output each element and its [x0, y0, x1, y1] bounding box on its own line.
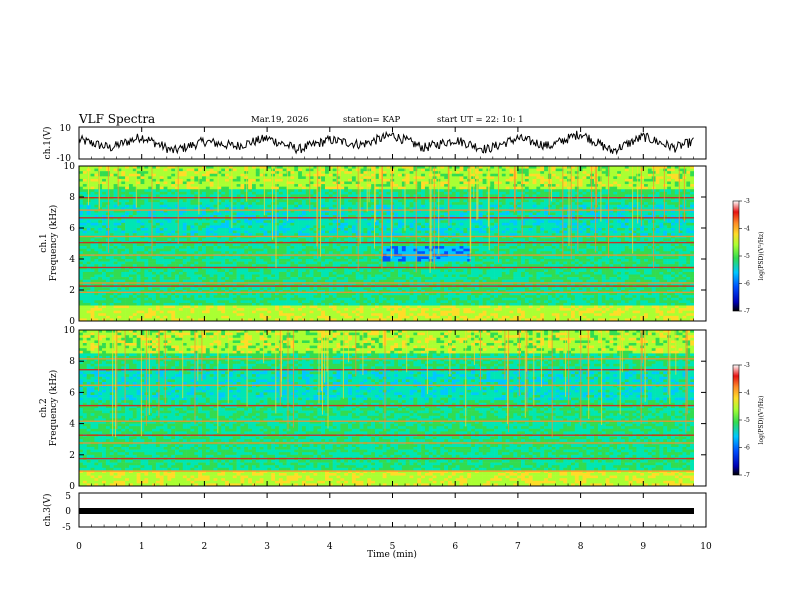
colorbar-tick-label: -6: [744, 281, 750, 288]
frequency-tick-label: 0: [69, 482, 75, 492]
x-tick-label: 10: [700, 542, 712, 552]
x-tick-label: 3: [264, 542, 270, 552]
x-tick-label: 7: [515, 542, 521, 552]
colorbar-tick-label: -4: [744, 390, 750, 397]
colorbar-1-label: log(PSD)(V²/Hz): [758, 232, 765, 281]
ch3-ytick-mid: 0: [65, 507, 71, 517]
x-tick-label: 6: [452, 542, 458, 552]
colorbar-tick-label: -4: [744, 226, 750, 233]
spectrogram-2-ylabel: Frequency (kHz): [48, 370, 59, 447]
colorbar-tick-label: -5: [744, 253, 750, 260]
ch1-ytick-top: 10: [60, 124, 72, 134]
frequency-tick-label: 8: [69, 193, 75, 203]
frequency-tick-label: 4: [69, 420, 75, 430]
x-tick-label: 4: [327, 542, 333, 552]
x-tick-label: 2: [202, 542, 208, 552]
colorbar-tick-label: -7: [744, 308, 750, 315]
colorbar-tick-label: -6: [744, 445, 750, 452]
x-tick-label: 1: [139, 542, 145, 552]
x-tick-label: 9: [640, 542, 646, 552]
frequency-tick-label: 10: [64, 326, 76, 336]
spectrogram-2-channel-label: ch.2: [39, 398, 49, 417]
frequency-tick-label: 2: [69, 451, 75, 461]
colorbar-tick-label: -3: [744, 198, 750, 205]
x-axis-label: Time (min): [367, 549, 417, 560]
colorbar-2-label: log(PSD)(V²/Hz): [758, 396, 765, 445]
frequency-tick-label: 2: [69, 286, 75, 296]
colorbar-2: -3 -4 -5 -6 -7 log(PSD)(V²/Hz): [733, 362, 765, 479]
frequency-tick-label: 8: [69, 357, 75, 367]
date-label: Mar.19, 2026: [251, 115, 308, 125]
colorbar-tick-label: -3: [744, 362, 750, 369]
spectrogram-2-image: [79, 330, 706, 486]
frequency-tick-label: 10: [64, 162, 76, 172]
spectrogram-1-image: [79, 166, 706, 321]
spectrogram-1-channel-label: ch.1: [39, 233, 49, 252]
ch3-ytick-bottom: -5: [62, 523, 71, 533]
colorbar-tick-label: -7: [744, 472, 750, 479]
frequency-tick-label: 6: [69, 388, 75, 398]
colorbar-1-gradient: [733, 201, 739, 311]
colorbar-tick-label: -5: [744, 417, 750, 424]
spectrogram-1-ylabel: Frequency (kHz): [48, 205, 59, 282]
frequency-tick-label: 4: [69, 255, 75, 265]
spectrogram-2-panel: 0 2 4 6 8 10 ch.2 Frequency (kHz): [39, 326, 706, 492]
colorbar-2-gradient: [733, 365, 739, 475]
ch3-ytick-top: 5: [65, 492, 71, 502]
station-label: station= KAP: [343, 115, 401, 125]
ch3-signal-band: [79, 508, 694, 514]
ch3-ylabel: ch.3(V): [42, 494, 53, 527]
frequency-tick-label: 6: [69, 224, 75, 234]
x-tick-label: 8: [578, 542, 584, 552]
x-tick-label: 0: [76, 542, 82, 552]
figure-title: VLF Spectra: [78, 112, 155, 126]
ch1-ylabel: ch.1(V): [42, 127, 53, 160]
start-time-label: start UT = 22: 10: 1: [437, 115, 524, 125]
colorbar-1: -3 -4 -5 -6 -7 log(PSD)(V²/Hz): [733, 198, 765, 315]
